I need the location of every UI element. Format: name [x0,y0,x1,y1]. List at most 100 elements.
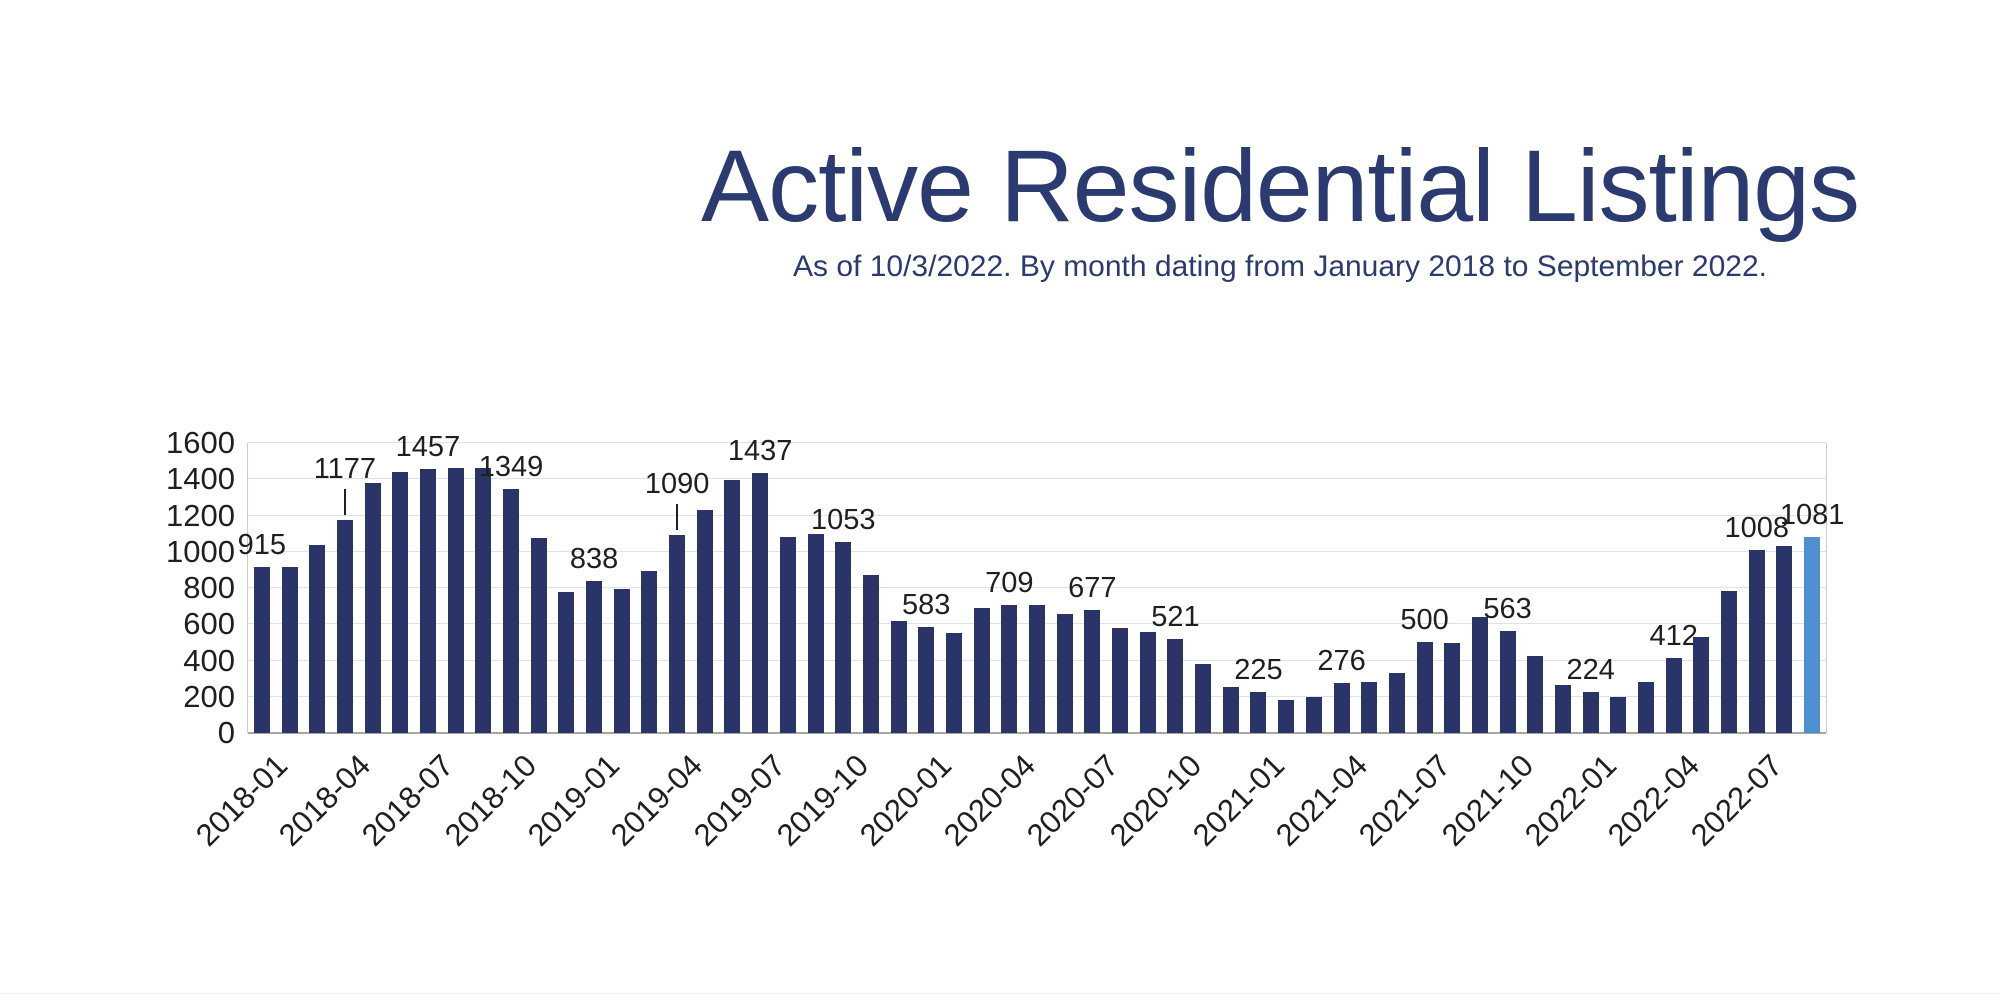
bar [862,575,879,733]
bar [1776,546,1793,733]
bar [1610,696,1627,733]
x-tick-label: 2020-07 [1019,747,1125,853]
y-tick-label: 600 [183,606,235,642]
bar-value-label: 583 [902,589,951,622]
bar [752,472,769,733]
chart-heading: Active Residential Listings As of 10/3/2… [560,135,2000,285]
x-tick-label: 2018-07 [355,747,461,853]
bar-value-label: 563 [1483,592,1532,625]
x-tick-label: 2022-07 [1683,747,1790,853]
x-tick-label: 2021-07 [1351,747,1457,853]
leader-line [676,504,679,531]
gridline [248,514,1826,516]
bar [669,535,686,733]
x-axis-line [248,732,1826,734]
bar [1471,617,1488,733]
bar [1527,655,1544,733]
bar [1416,642,1433,733]
bar [253,567,270,733]
x-tick-label: 2020-10 [1102,747,1208,853]
bar-value-label: 276 [1317,644,1366,677]
bar [1195,664,1212,733]
bar [1721,590,1738,733]
x-tick-label: 2019-04 [604,747,710,853]
bar [1278,700,1295,733]
y-axis: 0 200 400 600 800 1000 1200 1400 1600 [130,426,235,750]
bar [779,537,796,733]
bar [281,567,298,733]
y-tick-label: 1200 [166,497,235,533]
bar [1582,692,1599,733]
bar-value-label: 1090 [644,468,710,501]
x-tick-label: 2020-01 [853,747,959,853]
bar-value-label: 225 [1234,654,1283,687]
y-tick-label: 1600 [166,425,235,460]
y-tick-label: 200 [183,678,235,714]
bar-value-label: 838 [569,543,619,576]
bar [1084,610,1101,733]
bar-value-label: 1349 [478,450,544,483]
gridline [248,478,1826,480]
bar [1444,643,1461,733]
x-tick-label: 2022-04 [1600,747,1707,853]
x-tick-label: 2021-04 [1268,747,1374,853]
bar [475,468,492,733]
bar [1693,636,1710,733]
x-tick-label: 2019-01 [521,747,627,853]
x-tick-label: 2019-10 [770,747,876,853]
y-tick-label: 800 [183,570,235,605]
bar [1499,630,1516,733]
gridline [248,587,1826,588]
y-tick-label: 1400 [166,461,235,497]
bar [945,633,962,733]
x-tick-label: 2021-01 [1185,747,1291,853]
bar-value-label: 677 [1068,572,1117,605]
bar [1056,614,1073,733]
bar [724,480,741,733]
bar [447,468,464,733]
bar [392,472,409,733]
bar [1112,627,1129,733]
bar-value-label: 1008 [1724,512,1790,545]
highlighted-bar [1804,537,1821,733]
bar [530,538,547,733]
x-tick-label: 2018-10 [438,747,544,853]
bar-value-label: 224 [1566,654,1615,687]
bar [835,542,852,733]
bar [1333,682,1350,733]
x-tick-label: 2022-01 [1517,747,1624,853]
bar [309,545,326,733]
bar [364,482,381,733]
bar [1638,682,1655,733]
y-tick-label: 1000 [166,533,235,569]
bar [558,591,575,733]
bar [586,581,603,733]
bar-value-label: 412 [1649,620,1698,653]
bar [419,468,436,733]
y-tick-label: 0 [217,715,235,750]
bar [918,627,935,733]
bar-value-label: 1053 [810,504,876,537]
bar [1167,638,1184,733]
plot-area: 915 1177 1457 1349 838 1090 1437 1053 583 709 677 5… [238,432,1844,734]
x-tick-label: 2018-01 [188,747,295,853]
x-tick-label: 2018-04 [272,747,378,853]
bar [336,519,353,733]
x-tick-label: 2020-04 [936,747,1042,853]
bar [973,607,990,733]
bar-value-label: 709 [985,566,1034,599]
bar [1555,684,1571,733]
bar-value-label: 915 [237,529,287,562]
bar [1361,682,1378,733]
y-tick-label: 400 [183,642,235,678]
bar [1748,550,1765,733]
x-tick-label: 2019-07 [687,747,793,853]
page-bottom-divider [0,993,2000,994]
bar [1250,692,1267,733]
bar [1029,605,1045,733]
bar [1222,686,1239,733]
bar [807,533,824,733]
chart-title: Active Residential Listings [701,129,1860,243]
x-tick-label: 2021-10 [1434,747,1540,853]
leader-line [343,488,346,515]
